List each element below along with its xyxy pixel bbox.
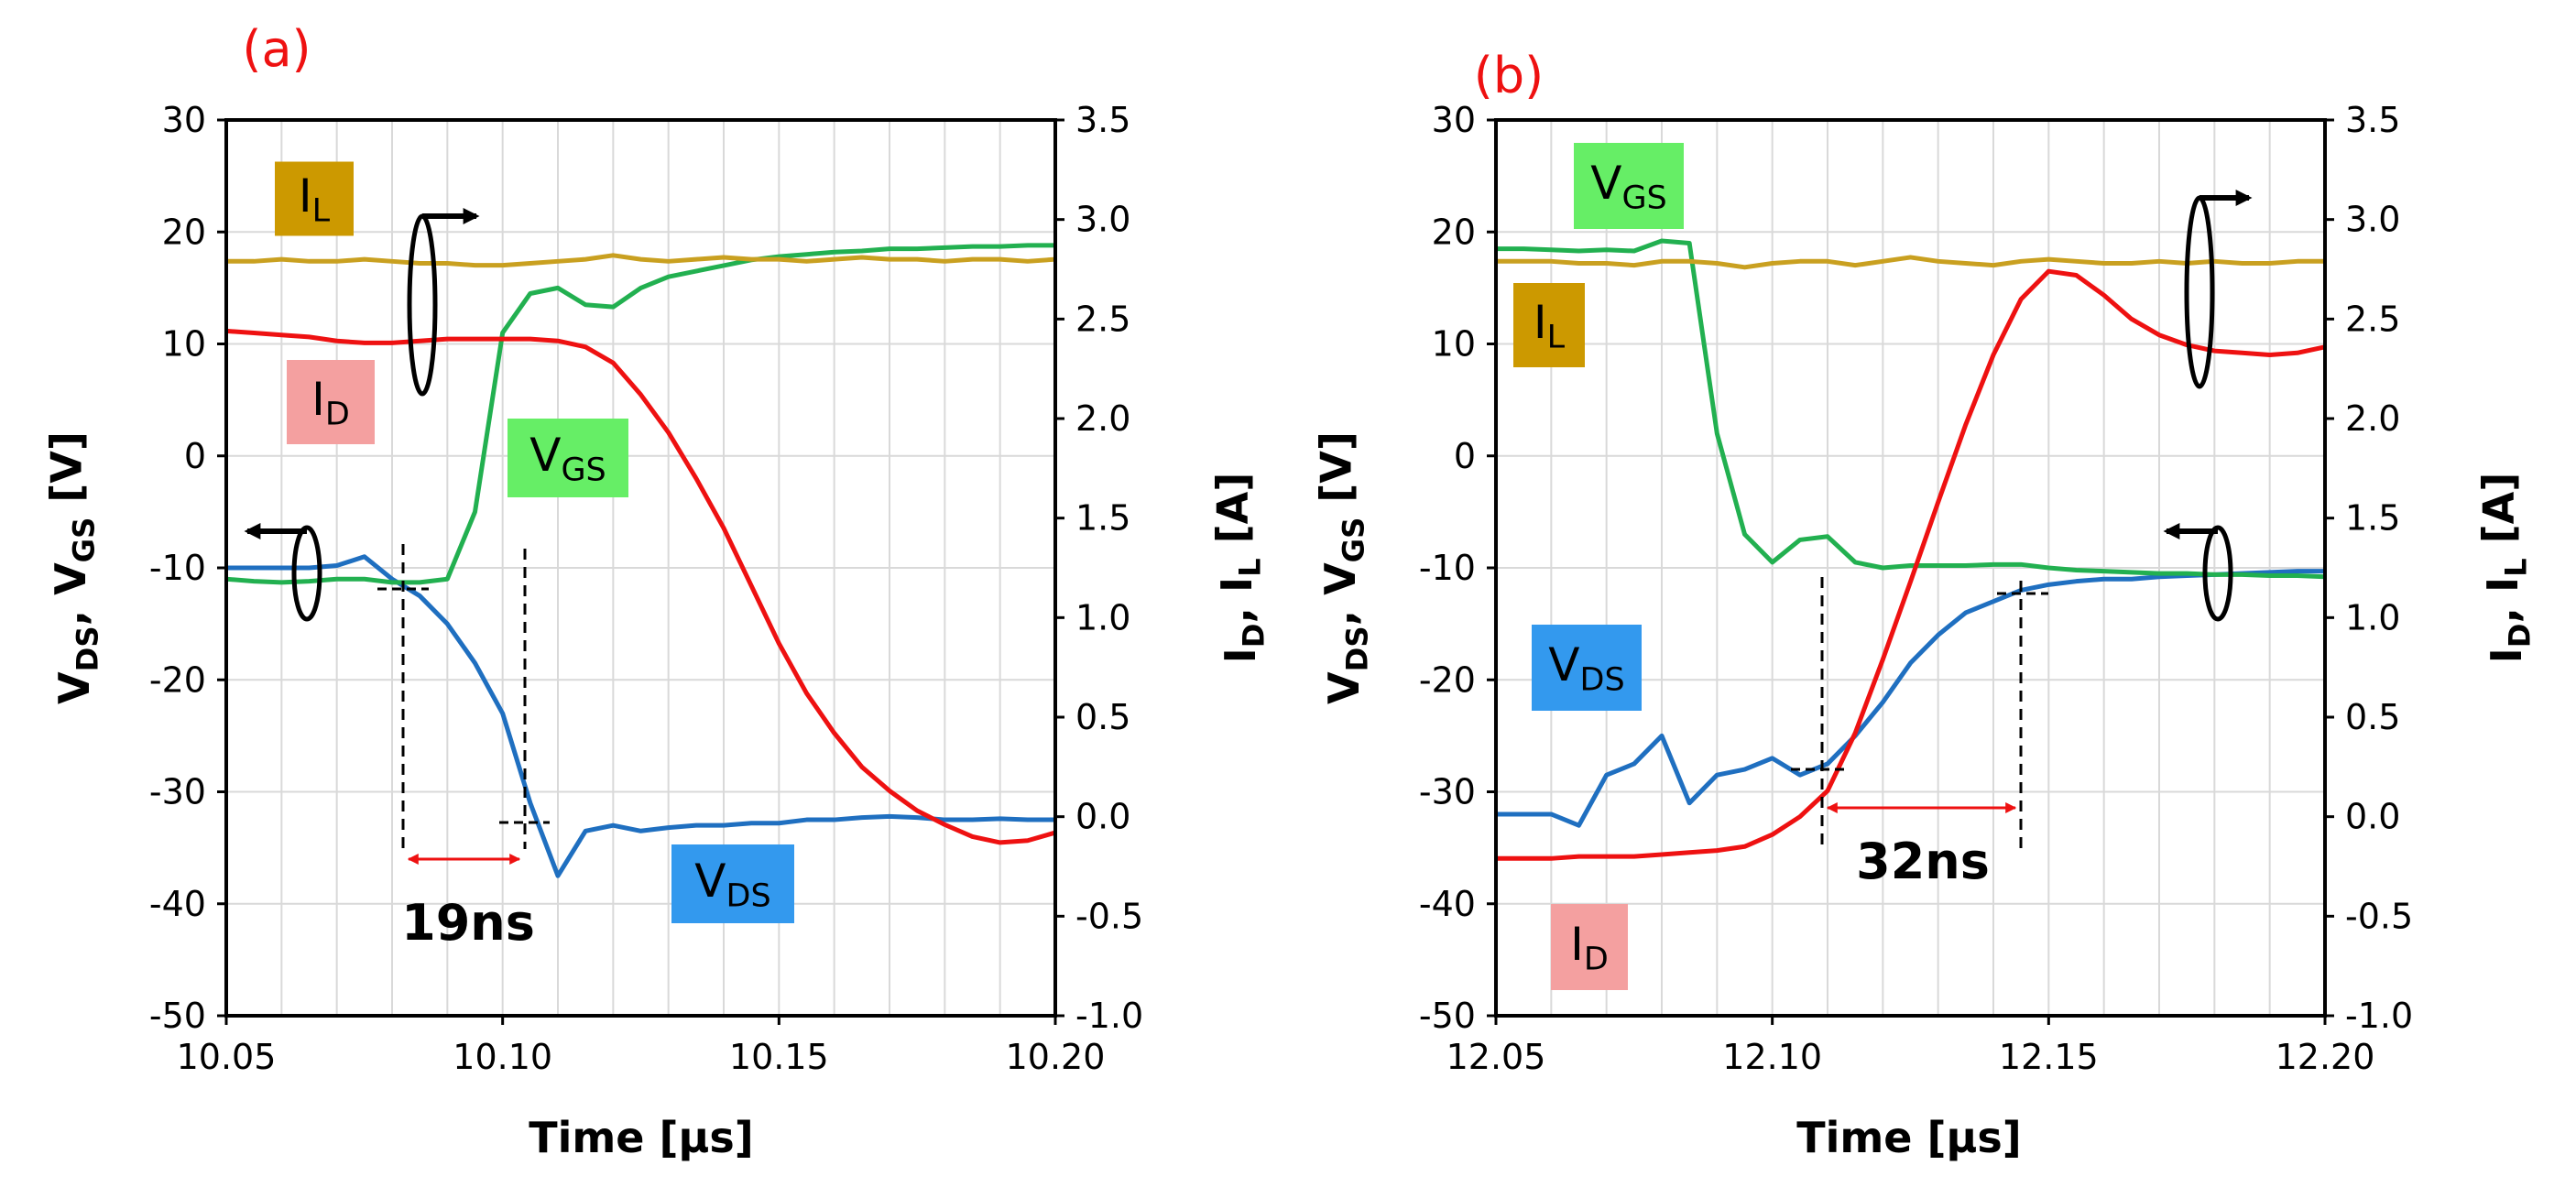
y-tick-label: -10 [1419,548,1476,588]
legend-box [287,360,375,444]
y2-axis-title: ID, IL [A] [2474,473,2538,664]
legend-label: IL [1534,296,1566,356]
plot-frame [1494,118,2327,1018]
x-tick-label: 12.05 [1446,1037,1546,1077]
y2-tick-label: 1.0 [1075,597,1130,637]
y2-tick-label: 1.5 [2345,498,2400,539]
legend-label: VGS [529,429,606,489]
annotation: 32ns [1856,833,1990,890]
y-tick-label: 30 [1432,100,1476,140]
axis-ellipse [2202,525,2233,622]
x-tick-label: 12.10 [1722,1037,1822,1077]
axis-ellipse [2184,195,2215,389]
y2-axis-title: ID, IL [A] [1208,473,1272,664]
legend-box [671,844,794,923]
series-line [225,328,1056,845]
series-line [226,253,1056,268]
x-tick-label: 10.20 [1006,1037,1106,1077]
y-tick-label: -40 [1419,884,1476,924]
y2-tick-label: 2.0 [2345,398,2400,439]
y-axis-title: VDS, VGS [V] [1312,431,1375,704]
y-tick-label: 20 [1432,212,1476,252]
y2-tick-label: -1.0 [1075,996,1143,1036]
charts: 10.05 10.10 10.15 10.20 -50 -40 -30 -20 -10 0 10 20… [42,20,2538,1162]
y-tick-label: 0 [184,436,206,476]
y-tick-label: 0 [1454,436,1476,476]
y2-tick-label: 3.0 [2345,200,2400,240]
legend-label: VGS [1590,157,1667,217]
y2-tick-label: 0.0 [2345,797,2400,837]
y2-tick-label: 2.5 [1075,299,1130,339]
y-tick-label: -50 [149,996,206,1036]
legend-box [508,419,628,497]
y-tick-label: 20 [162,212,206,252]
y-tick-label: -30 [1419,772,1476,812]
legend-box [1513,283,1585,367]
y-tick-label: 10 [162,324,206,365]
panel-label: (b) [1474,47,1544,104]
legend-box [1551,904,1628,990]
y2-tick-label: 2.0 [1075,398,1130,439]
y-tick-label: 30 [162,100,206,140]
y2-tick-label: 1.5 [1075,498,1130,539]
series-line [225,243,1055,585]
y-tick-label: -40 [149,884,206,924]
legend-box [1532,625,1642,711]
y-tick-label: -10 [149,548,206,588]
y2-tick-label: 3.5 [1075,100,1130,140]
y2-tick-label: 0.0 [1075,797,1130,837]
legend-box [1574,143,1684,229]
y2-tick-label: 0.5 [2345,697,2400,737]
legend-label: ID [311,373,350,433]
y2-tick-label: -0.5 [1075,896,1143,936]
y2-tick-label: 3.5 [2345,100,2400,140]
x-tick-label: 12.15 [1999,1037,2099,1077]
annotations [244,190,2253,865]
legend-label: VDS [1548,638,1624,699]
x-axis-title: Time [μs] [529,1113,754,1162]
x-tick-label: 10.15 [729,1037,829,1077]
axis-ellipse [291,525,322,622]
y-tick-label: -20 [149,659,206,700]
series-line [1496,255,2325,270]
x-tick-label: 10.10 [453,1037,552,1077]
x-axis-title: Time [μs] [1796,1113,2022,1162]
series-line [226,554,1055,878]
y2-tick-label: 3.0 [1075,200,1130,240]
y-tick-label: -30 [149,772,206,812]
legend-label: IL [299,169,331,230]
x-tick-label: 10.05 [177,1037,277,1077]
y2-tick-label: 1.0 [2345,597,2400,637]
x-tick-label: 12.20 [2276,1037,2375,1077]
y-axis-title: VDS, VGS [V] [42,431,105,704]
legend-label: ID [1570,918,1609,978]
y2-tick-label: -1.0 [2345,996,2413,1036]
y2-tick-label: 2.5 [2345,299,2400,339]
y-tick-label: 10 [1432,324,1476,365]
legend-label: VDS [694,855,770,915]
annotation: 19ns [401,894,535,952]
legend-box [275,161,354,236]
y-tick-label: -50 [1419,996,1476,1036]
panel-label: (a) [242,20,311,78]
axis-ellipse [407,213,438,397]
series-line [1496,238,2326,580]
plot-frame [224,118,1057,1018]
y2-tick-label: -0.5 [2345,896,2413,936]
y-tick-label: -20 [1419,659,1476,700]
y2-tick-label: 0.5 [1075,697,1130,737]
